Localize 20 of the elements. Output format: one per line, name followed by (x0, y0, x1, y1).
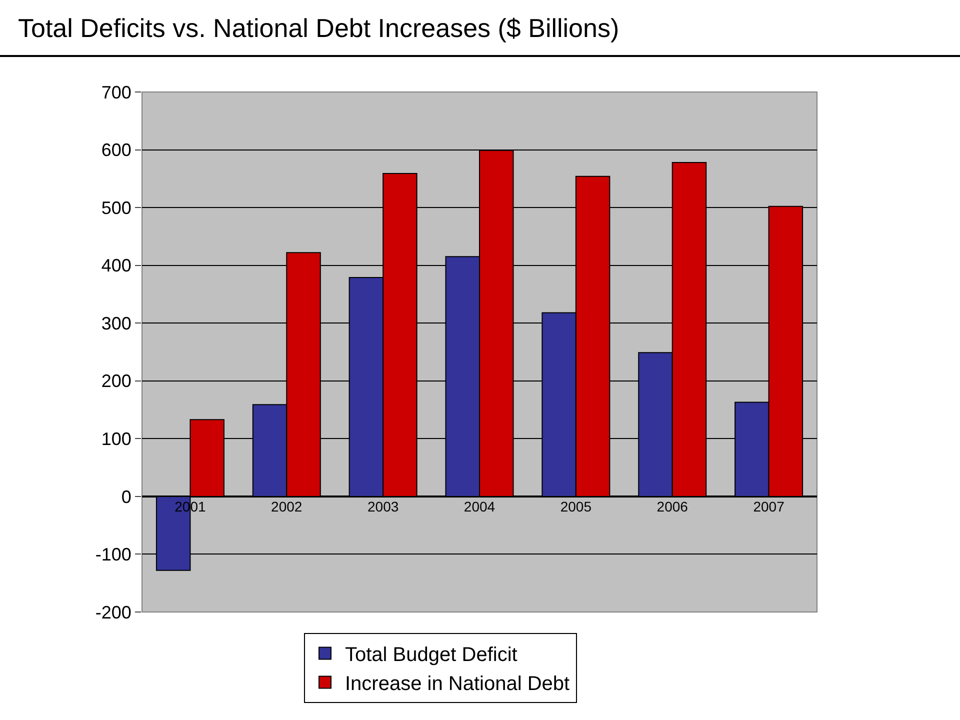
x-tick-label: 2006 (656, 498, 688, 514)
x-tick-label: 2004 (464, 498, 496, 514)
y-tick-label: 700 (101, 82, 132, 102)
y-tick-label: -100 (95, 544, 132, 565)
x-tick-label: 2007 (753, 498, 785, 514)
y-tick-label: 0 (121, 486, 132, 507)
y-tick-label: 200 (101, 371, 132, 392)
y-tick-label: 300 (101, 313, 132, 334)
x-tick-label: 2005 (560, 498, 592, 514)
y-tick-label: 400 (101, 256, 132, 276)
x-tick-label: 2001 (174, 498, 206, 514)
y-tick-label: -200 (95, 602, 132, 622)
y-tick-label: 100 (101, 428, 132, 449)
y-tick-label: 600 (101, 140, 132, 160)
x-tick-label: 2002 (271, 498, 302, 514)
legend-label: Increase in National Debt (345, 673, 570, 696)
chart-title: Total Deficits vs. National Debt Increases ($ Billions) (18, 13, 620, 44)
x-tick-label: 2003 (367, 498, 399, 514)
legend-label: Total Budget Deficit (345, 644, 518, 666)
y-tick-label: 500 (101, 198, 132, 218)
